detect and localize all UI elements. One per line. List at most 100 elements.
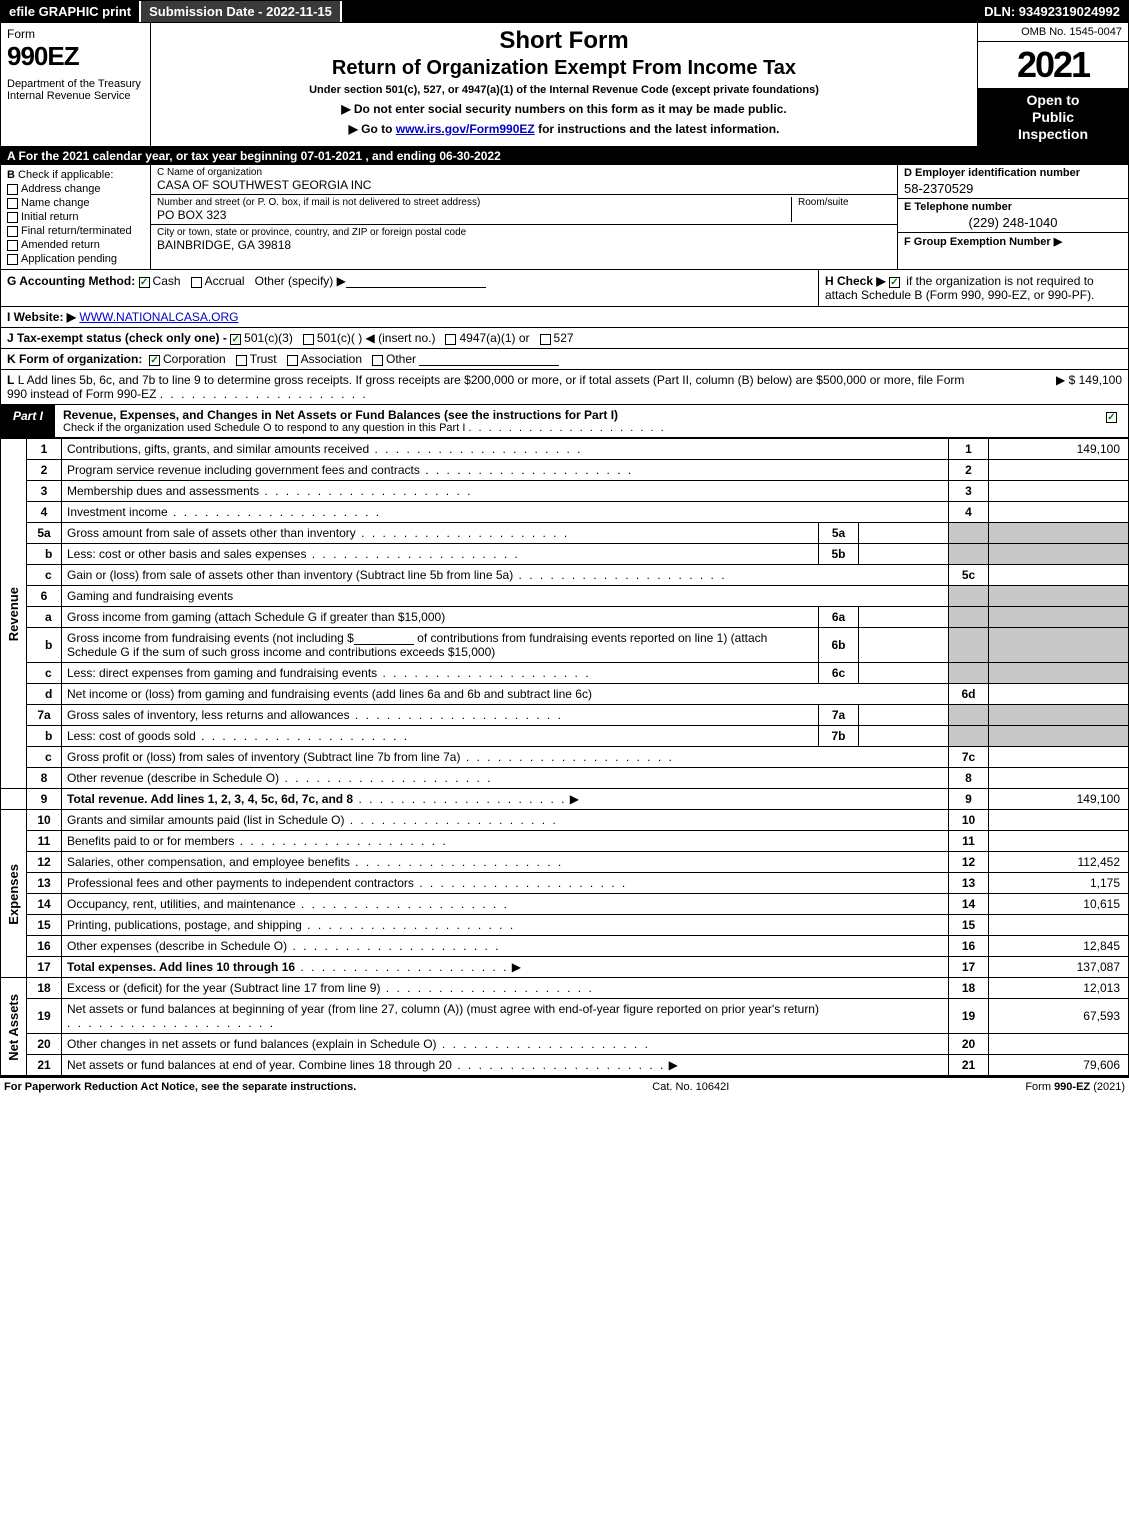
subtitle: Under section 501(c), 527, or 4947(a)(1)… (159, 84, 969, 96)
chk-final-return[interactable]: Final return/terminated (7, 225, 144, 237)
row-line-6a: a Gross income from gaming (attach Sched… (1, 607, 1129, 628)
l17-desc: Total expenses. Add lines 10 through 16 … (62, 957, 949, 978)
c-street-row: Number and street (or P. O. box, if mail… (151, 195, 897, 225)
l5b-mval (859, 544, 949, 565)
l14-no: 14 (27, 894, 62, 915)
l7b-desc-text: Less: cost of goods sold (67, 729, 196, 743)
chk-amended-return[interactable]: Amended return (7, 239, 144, 251)
chk-cash[interactable]: ✓ (139, 277, 150, 288)
l12-desc-text: Salaries, other compensation, and employ… (67, 855, 350, 869)
irs-link[interactable]: www.irs.gov/Form990EZ (396, 122, 535, 136)
l15-desc: Printing, publications, postage, and shi… (62, 915, 949, 936)
l5a-desc: Gross amount from sale of assets other t… (62, 523, 819, 544)
org-city: BAINBRIDGE, GA 39818 (157, 238, 891, 252)
c-name-row: C Name of organization CASA OF SOUTHWEST… (151, 165, 897, 195)
l19-desc: Net assets or fund balances at beginning… (62, 999, 949, 1034)
l4-no: 4 (27, 502, 62, 523)
chk-corporation[interactable]: ✓ (149, 355, 160, 366)
row-line-11: 11 Benefits paid to or for members 11 (1, 831, 1129, 852)
footer-left: For Paperwork Reduction Act Notice, see … (4, 1081, 356, 1093)
g-accrual: Accrual (205, 274, 245, 288)
l12-val: 112,452 (989, 852, 1129, 873)
chk-address-change[interactable]: Address change (7, 183, 144, 195)
part1-checkbox-cell: ✓ (1098, 405, 1128, 437)
l7c-desc: Gross profit or (loss) from sales of inv… (62, 747, 949, 768)
opt-address-change: Address change (21, 183, 101, 195)
row-line-9: 9 Total revenue. Add lines 1, 2, 3, 4, 5… (1, 789, 1129, 810)
l6a-rval-shade (989, 607, 1129, 628)
l7a-no: 7a (27, 705, 62, 726)
l5a-no: 5a (27, 523, 62, 544)
chk-application-pending[interactable]: Application pending (7, 253, 144, 265)
c-room-label: Room/suite (798, 197, 891, 208)
l21-desc-text: Net assets or fund balances at end of ye… (67, 1058, 452, 1072)
k-other-blank[interactable] (419, 365, 559, 366)
l5a-mval (859, 523, 949, 544)
chk-trust[interactable] (236, 355, 247, 366)
website-link[interactable]: WWW.NATIONALCASA.ORG (79, 310, 238, 324)
chk-501c3[interactable]: ✓ (230, 334, 241, 345)
j-4947: 4947(a)(1) or (459, 331, 529, 345)
row-line-5c: c Gain or (loss) from sale of assets oth… (1, 565, 1129, 586)
row-i: I Website: ▶ WWW.NATIONALCASA.ORG (0, 307, 1129, 328)
row-line-14: 14 Occupancy, rent, utilities, and maint… (1, 894, 1129, 915)
netassets-vlabel: Net Assets (6, 994, 21, 1061)
l6b-desc: Gross income from fundraising events (no… (62, 628, 819, 663)
l7c-val (989, 747, 1129, 768)
top-bar: efile GRAPHIC print Submission Date - 20… (0, 0, 1129, 23)
l6b-desc-pre: Gross income from fundraising events (no… (67, 631, 354, 645)
footer-mid: Cat. No. 10642I (652, 1081, 729, 1093)
org-name: CASA OF SOUTHWEST GEORGIA INC (157, 178, 891, 192)
row-k: K Form of organization: ✓Corporation Tru… (0, 349, 1129, 370)
chk-accrual[interactable] (191, 277, 202, 288)
section-b: B B Check if applicable:Check if applica… (1, 165, 151, 269)
l5a-desc-text: Gross amount from sale of assets other t… (67, 526, 356, 540)
chk-association[interactable] (287, 355, 298, 366)
l6-no: 6 (27, 586, 62, 607)
opt-name-change: Name change (21, 197, 90, 209)
chk-name-change[interactable]: Name change (7, 197, 144, 209)
form-header-mid: Short Form Return of Organization Exempt… (151, 23, 978, 146)
l12-no: 12 (27, 852, 62, 873)
row-line-8: 8 Other revenue (describe in Schedule O)… (1, 768, 1129, 789)
l6-rno-shade (949, 586, 989, 607)
l6b-mval (859, 628, 949, 663)
l5c-desc: Gain or (loss) from sale of assets other… (62, 565, 949, 586)
j-label: J Tax-exempt status (check only one) - (7, 331, 230, 345)
f-group-row: F Group Exemption Number ▶ (898, 233, 1128, 269)
row-h: H Check ▶ ✓ if the organization is not r… (818, 270, 1128, 306)
l3-no: 3 (27, 481, 62, 502)
chk-schedule-b[interactable]: ✓ (889, 277, 900, 288)
l7a-mval (859, 705, 949, 726)
l8-desc: Other revenue (describe in Schedule O) (62, 768, 949, 789)
chk-other-org[interactable] (372, 355, 383, 366)
row-line-5a: 5a Gross amount from sale of assets othe… (1, 523, 1129, 544)
l1-desc: Contributions, gifts, grants, and simila… (62, 439, 949, 460)
l17-desc-text: Total expenses. Add lines 10 through 16 (67, 960, 295, 974)
l1-desc-text: Contributions, gifts, grants, and simila… (67, 442, 369, 456)
k-other: Other (386, 352, 416, 366)
footer-right: Form 990-EZ (2021) (1025, 1081, 1125, 1093)
chk-4947[interactable] (445, 334, 456, 345)
chk-527[interactable] (540, 334, 551, 345)
f-group-label: F Group Exemption Number ▶ (904, 236, 1062, 248)
chk-initial-return[interactable]: Initial return (7, 211, 144, 223)
part1-badge: Part I (1, 405, 55, 437)
header-grid: B B Check if applicable:Check if applica… (0, 165, 1129, 270)
l12-desc: Salaries, other compensation, and employ… (62, 852, 949, 873)
l7a-mno: 7a (819, 705, 859, 726)
l14-desc-text: Occupancy, rent, utilities, and maintena… (67, 897, 296, 911)
l6c-rno-shade (949, 663, 989, 684)
form-header-left: Form 990EZ Department of the Treasury In… (1, 23, 151, 146)
chk-501c[interactable] (303, 334, 314, 345)
form-number: 990EZ (7, 41, 144, 72)
l5c-desc-text: Gain or (loss) from sale of assets other… (67, 568, 513, 582)
l5b-mno: 5b (819, 544, 859, 565)
chk-schedule-o-part1[interactable]: ✓ (1106, 412, 1117, 423)
l3-rno: 3 (949, 481, 989, 502)
g-other-blank[interactable] (346, 287, 486, 288)
l7c-desc-text: Gross profit or (loss) from sales of inv… (67, 750, 460, 764)
l6a-rno-shade (949, 607, 989, 628)
d-ein-label: D Employer identification number (904, 167, 1080, 179)
l2-desc-text: Program service revenue including govern… (67, 463, 420, 477)
